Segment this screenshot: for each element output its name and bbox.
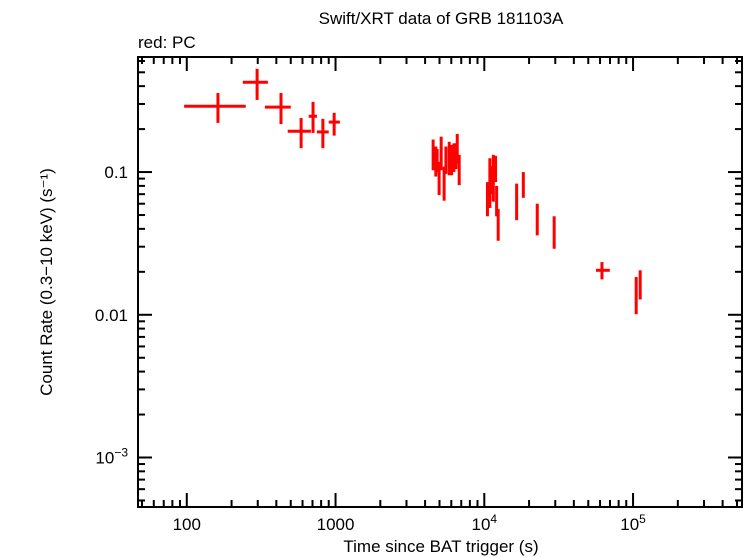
data-point (287, 118, 311, 149)
axis-ticks (138, 57, 742, 507)
y-tick-label: 0.01 (95, 306, 128, 325)
data-point (316, 118, 329, 149)
data-point (457, 154, 461, 186)
data-point (634, 276, 638, 315)
x-tick-label: 104 (471, 512, 497, 534)
data-point (242, 68, 268, 100)
y-tick-label: 0.1 (104, 163, 128, 182)
y-axis-label: Count Rate (0.3−10 keV) (s⁻¹) (37, 168, 56, 396)
data-point (431, 139, 435, 171)
data-point (638, 270, 642, 300)
data-point (595, 262, 610, 280)
data-point (328, 112, 340, 136)
data-point (552, 216, 556, 249)
data-point (491, 154, 495, 202)
data-point (521, 172, 525, 198)
data-point (455, 133, 459, 164)
y-tick-label: 10−3 (95, 446, 128, 468)
x-tick-label: 105 (620, 512, 646, 534)
x-axis-label: Time since BAT trigger (s) (343, 537, 538, 556)
x-tick-label: 1000 (317, 515, 355, 534)
data-point (439, 136, 443, 171)
data-point (535, 203, 539, 236)
data-point (308, 101, 317, 133)
data-point (435, 149, 439, 173)
chart-title: Swift/XRT data of GRB 181103A (319, 9, 564, 28)
chart-subtitle: red: PC (138, 33, 196, 52)
data-point (450, 144, 454, 176)
x-tick-label: 100 (173, 515, 201, 534)
data-point (437, 161, 441, 196)
plot-frame (137, 56, 743, 508)
data-point (496, 209, 500, 241)
data-point (447, 141, 451, 176)
data-point (515, 183, 519, 221)
data-point (494, 155, 498, 183)
data-point (485, 182, 489, 217)
data-point (495, 185, 499, 217)
tick-labels: 100 1000 104 105 0.1 0.01 10−3 (95, 163, 646, 534)
data-point (264, 93, 291, 125)
data-point (444, 146, 448, 174)
data-points (184, 68, 642, 315)
data-point (442, 166, 446, 201)
data-point (184, 93, 246, 123)
